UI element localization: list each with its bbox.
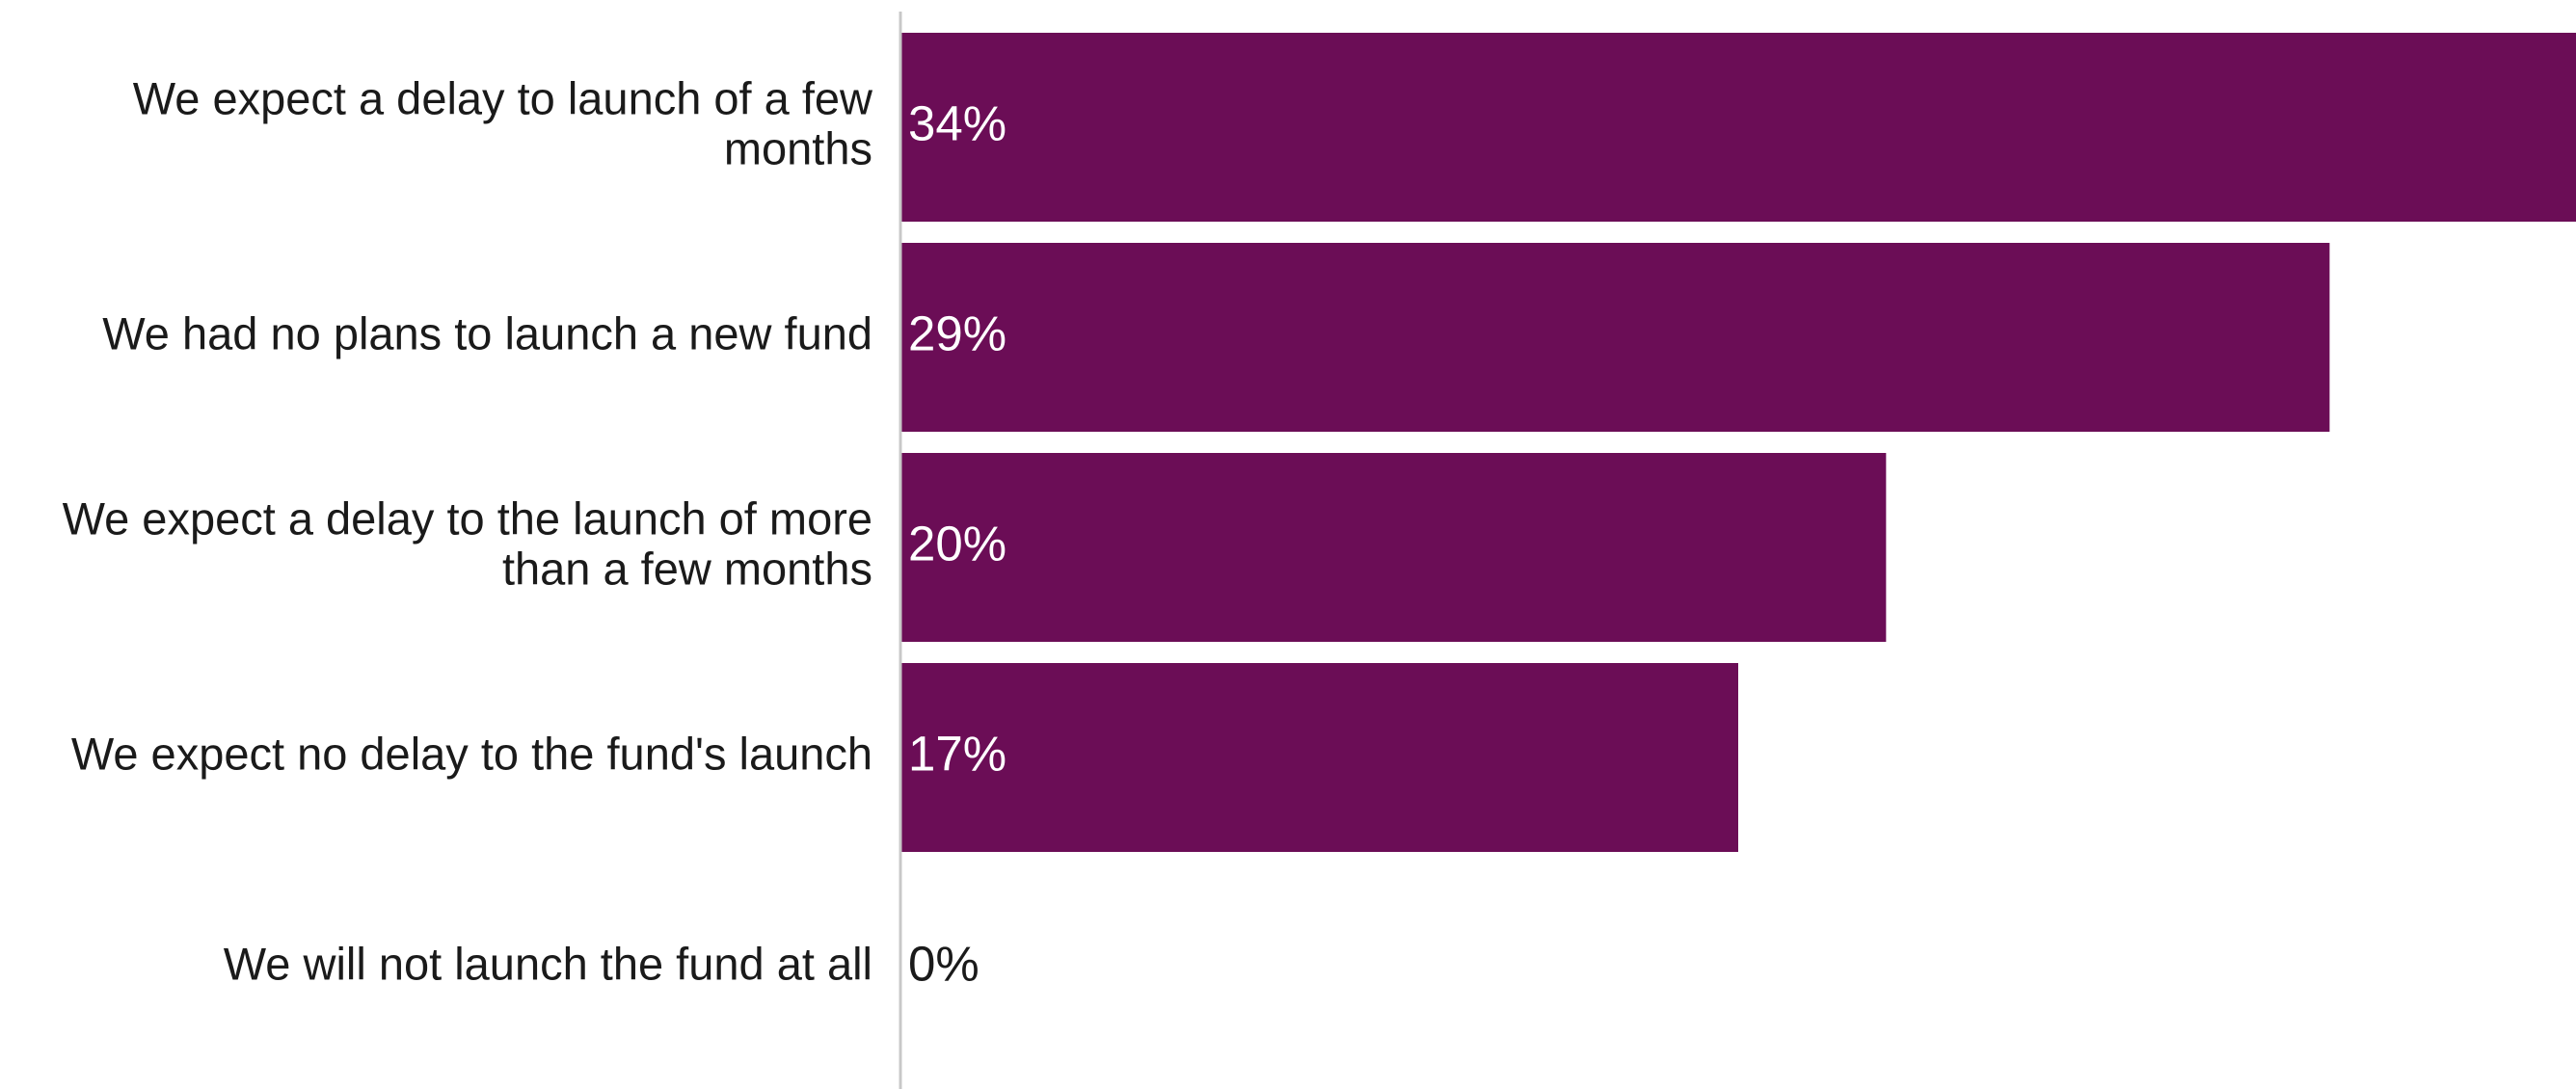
bar bbox=[900, 453, 1887, 642]
category-label-line: We will not launch the fund at all bbox=[224, 938, 872, 989]
category-label-line: We expect a delay to the launch of more bbox=[63, 492, 872, 544]
data-label: 17% bbox=[908, 726, 1006, 781]
data-label: 34% bbox=[908, 95, 1006, 150]
category-label-line: We expect no delay to the fund's launch bbox=[71, 728, 872, 779]
category-label: We expect a delay to the launch of more t… bbox=[63, 492, 872, 594]
category-label-line: months bbox=[724, 122, 872, 173]
category-label: We will not launch the fund at all bbox=[224, 938, 872, 989]
category-label: We expect a delay to launch of a few mont… bbox=[133, 72, 873, 173]
bars bbox=[900, 33, 2576, 852]
category-label-line: than a few months bbox=[502, 543, 872, 594]
category-label: We had no plans to launch a new fund bbox=[102, 307, 872, 359]
data-label: 29% bbox=[908, 305, 1006, 360]
data-labels: 34% 29% 20% 17% 0% bbox=[908, 95, 1006, 991]
category-label-line: We expect a delay to launch of a few bbox=[133, 72, 873, 123]
data-label: 0% bbox=[908, 936, 979, 991]
bar bbox=[900, 663, 1738, 852]
category-label: We expect no delay to the fund's launch bbox=[71, 728, 872, 779]
category-labels: We expect a delay to launch of a few mont… bbox=[63, 72, 873, 989]
data-label: 20% bbox=[908, 516, 1006, 571]
bar bbox=[900, 33, 2576, 222]
bar bbox=[900, 243, 2330, 432]
category-label-line: We had no plans to launch a new fund bbox=[102, 307, 872, 359]
